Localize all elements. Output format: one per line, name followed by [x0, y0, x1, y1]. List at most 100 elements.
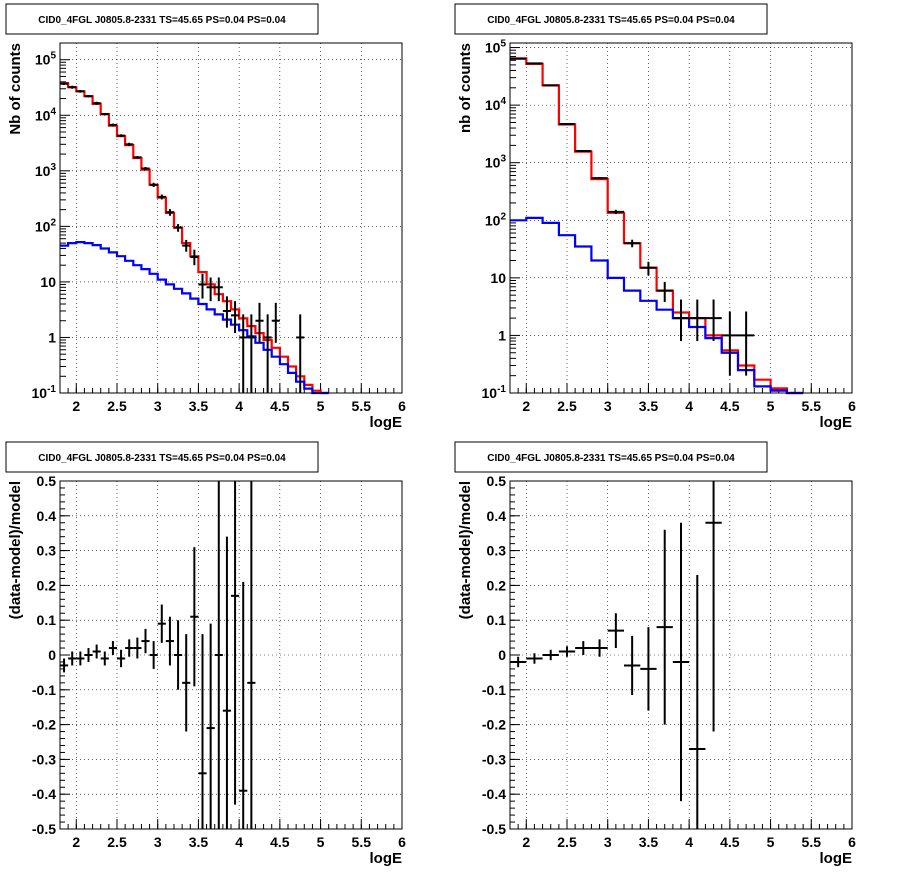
data-point [231, 301, 240, 334]
y-tick-label: 103 [35, 162, 57, 179]
data-point [624, 635, 641, 696]
data-point [190, 547, 199, 687]
series-1-step-line [510, 57, 804, 395]
x-tick-label: 4 [685, 398, 693, 414]
data-point [689, 299, 706, 342]
data-point [125, 639, 134, 657]
data-point [721, 311, 738, 376]
y-tick-label: 10 [490, 270, 506, 286]
data-point [133, 637, 142, 659]
y-tick-label: 0.1 [487, 612, 507, 628]
x-tick-label: 5.5 [802, 398, 822, 414]
y-tick-label: 102 [35, 217, 57, 234]
y-tick-label: 0.3 [487, 543, 507, 559]
data-point [271, 302, 280, 343]
x-tick-label: 6 [848, 834, 856, 850]
data-point [125, 142, 134, 146]
x-tick-label: 3 [604, 398, 612, 414]
data-point [133, 155, 142, 159]
x-tick-label: 3.5 [639, 398, 659, 414]
y-tick-label: 105 [485, 39, 507, 56]
y-tick-label: -0.3 [482, 751, 506, 767]
data-point [92, 644, 101, 659]
y-tick-label: 10-1 [32, 384, 57, 401]
data-point [117, 649, 126, 668]
x-tick-label: 6 [398, 834, 406, 850]
y-tick-label: 1 [48, 329, 56, 345]
y-tick-label: -0.2 [482, 717, 506, 733]
x-tick-label: 3.5 [189, 398, 209, 414]
data-point [60, 658, 69, 673]
x-axis-title: logE [370, 414, 403, 431]
x-tick-label: 6 [848, 398, 856, 414]
y-tick-label: 0.4 [487, 508, 507, 524]
data-point [255, 302, 264, 343]
x-tick-label: 3.5 [639, 834, 659, 850]
x-tick-label: 4 [235, 398, 243, 414]
plot-frame [59, 480, 403, 830]
data-point [591, 639, 608, 657]
data-point [689, 574, 706, 829]
chart-title: CID0_4FGL J0805.8-2331 TS=45.65 PS=0.04 … [38, 453, 286, 464]
data-point [247, 314, 256, 393]
data-point [117, 134, 126, 138]
data-point [558, 123, 576, 126]
chart-panel-3: CID0_4FGL J0805.8-2331 TS=45.65 PS=0.04 … [5, 441, 406, 867]
x-tick-label: 5 [767, 398, 775, 414]
data-point [738, 311, 755, 376]
chart-panel-1: CID0_4FGL J0805.8-2331 TS=45.65 PS=0.04 … [5, 3, 406, 431]
y-tick-label: 0.3 [37, 543, 57, 559]
y-tick-label: -0.2 [32, 717, 56, 733]
chart-title: CID0_4FGL J0805.8-2331 TS=45.65 PS=0.04 … [487, 453, 735, 464]
title-box [454, 3, 768, 35]
title-box [5, 441, 319, 473]
x-tick-label: 5.5 [352, 834, 372, 850]
x-tick-label: 4 [235, 834, 243, 850]
data-point [656, 281, 673, 303]
y-tick-label: 102 [485, 211, 507, 228]
x-tick-label: 5.5 [802, 834, 822, 850]
data-point [239, 581, 248, 829]
data-point [640, 261, 657, 276]
x-tick-label: 5 [317, 398, 325, 414]
data-point [231, 481, 240, 805]
data-point [705, 299, 722, 342]
data-point [558, 646, 576, 657]
data-point [705, 481, 722, 732]
data-point [157, 604, 166, 643]
data-point [263, 314, 272, 393]
y-tick-label: 0.2 [487, 577, 507, 593]
x-tick-label: 4.5 [720, 834, 740, 850]
x-tick-label: 5 [317, 834, 325, 850]
data-point [182, 634, 191, 732]
plot-frame [509, 480, 853, 830]
data-point [206, 623, 215, 829]
data-point [672, 522, 690, 802]
y-tick-label: 103 [485, 154, 507, 171]
chart-panel-2: CID0_4FGL J0805.8-2331 TS=45.65 PS=0.04 … [454, 3, 856, 431]
data-point [640, 627, 657, 711]
x-tick-label: 2 [522, 834, 530, 850]
data-point [108, 123, 117, 127]
data-point [214, 277, 223, 302]
data-point [60, 82, 69, 86]
y-tick-label: -0.1 [32, 682, 56, 698]
x-tick-label: 2 [72, 834, 80, 850]
y-tick-label: 10-1 [482, 384, 507, 401]
data-point [510, 57, 527, 60]
y-tick-label: -0.5 [32, 821, 56, 837]
data-point [296, 314, 305, 393]
data-point [542, 649, 559, 661]
y-tick-label: -0.4 [32, 786, 56, 802]
plot-frame [509, 42, 853, 394]
data-point [174, 620, 183, 690]
x-tick-label: 5.5 [352, 398, 372, 414]
data-point [100, 112, 109, 116]
x-tick-label: 4 [685, 834, 693, 850]
data-point [149, 641, 158, 669]
y-tick-label: 0.2 [37, 577, 57, 593]
y-axis-title: (data-model)/model [7, 481, 24, 619]
x-axis-title: logE [370, 850, 403, 867]
y-tick-label: 0.4 [37, 508, 57, 524]
